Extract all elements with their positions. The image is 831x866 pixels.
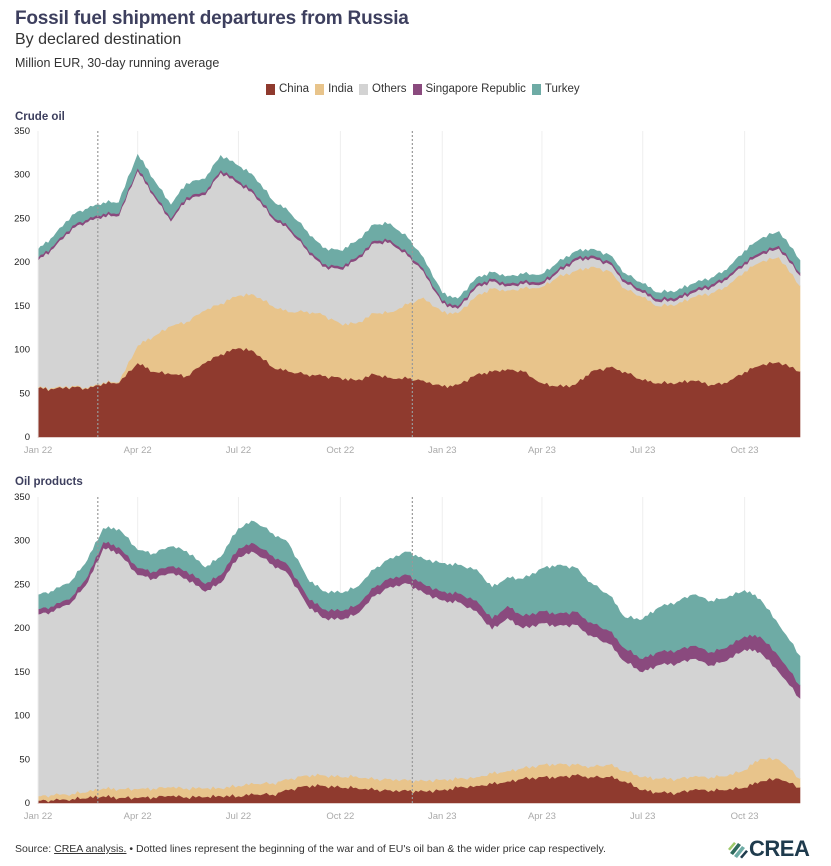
crea-logo-icon: [728, 842, 748, 859]
area-turkey: [37, 153, 801, 307]
x-tick-label: Jan 23: [428, 811, 457, 822]
legend-item-turkey[interactable]: Turkey: [531, 83, 580, 95]
legend-label: Singapore Republic: [425, 83, 526, 95]
source-prefix: Source:: [15, 843, 55, 855]
crude-oil-chart: 0 50 100 150 200 250 300 350 Jan 22 Apr 22 Jul 22 O…: [14, 126, 801, 456]
area-turkey: [37, 520, 801, 686]
x-tick-label: Oct 23: [731, 445, 759, 456]
y-tick-label: 200: [14, 257, 30, 268]
legend-label: India: [328, 83, 353, 95]
y-tick-label: 300: [14, 536, 30, 547]
y-tick-label: 0: [25, 798, 30, 809]
legend-label: Others: [372, 83, 407, 95]
legend-swatch-india: [315, 83, 325, 95]
x-tick-label: Apr 23: [528, 811, 556, 822]
chart-subtitle: By declared destination: [15, 31, 182, 48]
unit-label: Million EUR, 30-day running average: [15, 56, 220, 70]
crea-logo-text: CREA: [749, 836, 810, 861]
y-tick-label: 50: [19, 754, 30, 765]
chart-title: Fossil fuel shipment departures from Rus…: [15, 8, 409, 29]
x-tick-label: Jan 22: [24, 811, 53, 822]
x-tick-label: Apr 22: [124, 811, 152, 822]
x-tick-label: Apr 23: [528, 445, 556, 456]
x-tick-label: Oct 23: [731, 811, 759, 822]
y-tick-label: 300: [14, 170, 30, 181]
legend-item-india[interactable]: India: [315, 83, 353, 95]
oil-products-chart: 0 50 100 150 200 250 300 350 Jan 22 Apr 22 Jul 22 O…: [14, 492, 801, 822]
legend-label: Turkey: [544, 83, 580, 95]
x-tick-label: Apr 22: [124, 445, 152, 456]
x-tick-label: Jul 22: [226, 445, 251, 456]
legend-item-others[interactable]: Others: [359, 83, 407, 95]
legend-item-china[interactable]: China: [266, 83, 309, 95]
legend-label: China: [279, 83, 310, 95]
y-tick-label: 50: [19, 388, 30, 399]
y-tick-label: 250: [14, 579, 30, 590]
legend: China India Others Singapore Republic Tu…: [266, 83, 586, 95]
legend-swatch-others: [359, 83, 368, 95]
x-tick-label: Jul 23: [630, 811, 655, 822]
y-tick-label: 350: [14, 126, 30, 137]
legend-swatch-singapore: [412, 83, 422, 95]
y-tick-label: 150: [14, 667, 30, 678]
y-tick-label: 150: [14, 301, 30, 312]
legend-item-singapore[interactable]: Singapore Republic: [412, 83, 526, 95]
y-tick-label: 200: [14, 623, 30, 634]
y-tick-label: 350: [14, 492, 30, 503]
legend-swatch-turkey: [531, 83, 541, 95]
x-tick-label: Jul 22: [226, 811, 251, 822]
crea-logo: CREA: [727, 836, 810, 862]
x-tick-label: Oct 22: [326, 811, 354, 822]
x-tick-label: Jan 22: [24, 445, 53, 456]
panel-title-crude-oil: Crude oil: [15, 111, 65, 123]
legend-swatch-china: [266, 83, 275, 95]
y-tick-label: 0: [25, 432, 30, 443]
x-tick-label: Oct 22: [326, 445, 354, 456]
x-tick-label: Jan 23: [428, 445, 457, 456]
footer-note: Source: CREA analysis. • Dotted lines re…: [15, 843, 606, 855]
x-tick-label: Jul 23: [630, 445, 655, 456]
source-link[interactable]: CREA analysis.: [54, 843, 127, 855]
panel-title-oil-products: Oil products: [15, 476, 83, 488]
y-tick-label: 100: [14, 345, 30, 356]
footer-text: • Dotted lines represent the beginning o…: [126, 843, 606, 855]
y-tick-label: 100: [14, 711, 30, 722]
y-tick-label: 250: [14, 213, 30, 224]
